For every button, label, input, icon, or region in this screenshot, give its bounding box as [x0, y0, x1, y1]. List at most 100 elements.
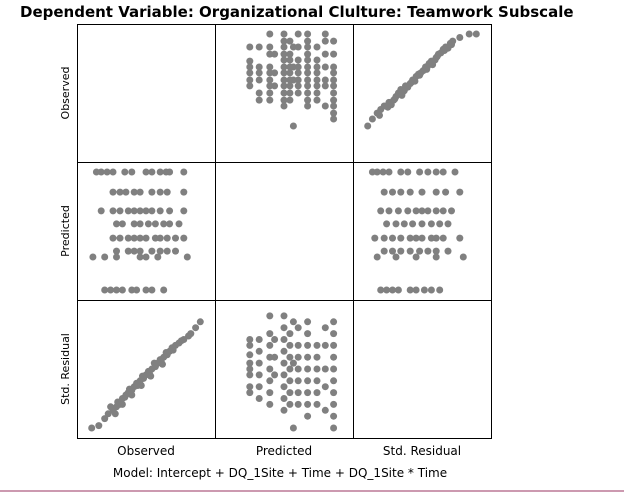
data-point: [246, 389, 254, 397]
data-point: [418, 234, 426, 242]
data-point: [280, 69, 288, 77]
data-point: [160, 286, 168, 294]
data-point: [330, 389, 338, 397]
data-point: [294, 69, 302, 77]
data-point: [246, 69, 254, 77]
data-point: [313, 76, 321, 84]
data-point: [424, 168, 432, 176]
data-point: [330, 82, 338, 90]
data-point: [280, 347, 288, 355]
data-point: [418, 188, 426, 196]
data-point: [280, 63, 288, 71]
data-point: [271, 353, 279, 361]
data-point: [109, 168, 117, 176]
data-point: [255, 69, 263, 77]
data-point: [330, 76, 338, 84]
data-point: [142, 286, 150, 294]
data-point: [130, 220, 138, 228]
data-point: [109, 207, 117, 215]
data-point: [330, 37, 338, 45]
data-point: [246, 365, 254, 373]
data-point: [160, 220, 168, 228]
data-point: [133, 286, 141, 294]
data-point: [148, 286, 156, 294]
data-point: [255, 395, 263, 402]
data-point: [304, 76, 312, 84]
data-point: [439, 207, 447, 215]
data-point: [321, 37, 329, 45]
data-point: [271, 69, 279, 77]
data-point: [304, 318, 312, 326]
data-point: [255, 63, 263, 71]
data-point: [286, 56, 294, 64]
data-point: [255, 359, 263, 367]
data-point: [266, 69, 274, 77]
data-point: [294, 400, 302, 408]
data-point: [304, 353, 312, 361]
data-point: [286, 89, 294, 97]
data-point: [404, 168, 412, 176]
data-point: [280, 82, 288, 90]
data-point: [266, 76, 274, 84]
data-point: [412, 286, 420, 294]
data-point: [101, 415, 109, 423]
data-point: [280, 406, 288, 414]
data-point: [394, 207, 402, 215]
data-point: [330, 115, 338, 123]
data-point: [385, 168, 393, 176]
data-point: [280, 324, 288, 332]
panel-observed-vs-std-residual: [364, 30, 480, 130]
data-point: [162, 349, 170, 356]
data-point: [136, 207, 144, 215]
data-point: [280, 76, 288, 84]
panel-frame-predicted-vs-predicted: [215, 162, 354, 301]
data-point: [286, 37, 294, 45]
data-point: [313, 400, 321, 408]
data-point: [156, 207, 164, 215]
data-point: [166, 220, 174, 228]
data-point: [424, 62, 432, 70]
data-point: [280, 56, 288, 64]
data-point: [136, 247, 144, 255]
data-point: [118, 286, 126, 294]
data-point: [246, 336, 254, 343]
panel-predicted-vs-std-residual: [368, 168, 467, 294]
data-point: [406, 234, 414, 242]
data-point: [304, 50, 312, 58]
data-point: [177, 337, 185, 345]
data-point: [180, 207, 188, 215]
data-point: [148, 207, 156, 215]
data-point: [385, 207, 393, 215]
data-point: [280, 102, 288, 110]
data-point: [266, 330, 274, 338]
data-point: [379, 168, 387, 176]
data-point: [172, 247, 179, 255]
data-point: [330, 102, 338, 110]
data-point: [156, 188, 164, 196]
data-point: [88, 424, 96, 432]
data-point: [304, 400, 312, 408]
data-point: [304, 30, 312, 38]
data-point: [304, 389, 312, 397]
data-point: [304, 37, 312, 45]
data-point: [289, 318, 297, 326]
data-point: [180, 234, 188, 242]
data-point: [116, 207, 124, 215]
data-point: [163, 188, 171, 196]
data-point: [266, 353, 274, 361]
data-point: [255, 89, 263, 97]
data-point: [266, 89, 274, 97]
data-point: [304, 96, 312, 104]
data-point: [406, 188, 414, 196]
panel-frame-observed-vs-observed: [77, 24, 216, 163]
data-point: [416, 71, 424, 79]
data-point: [418, 220, 426, 228]
data-point: [246, 351, 254, 359]
data-point: [432, 234, 440, 242]
data-point: [376, 111, 383, 119]
data-point: [383, 286, 391, 294]
data-point: [304, 330, 312, 338]
data-point: [286, 96, 294, 104]
data-point: [304, 82, 312, 90]
